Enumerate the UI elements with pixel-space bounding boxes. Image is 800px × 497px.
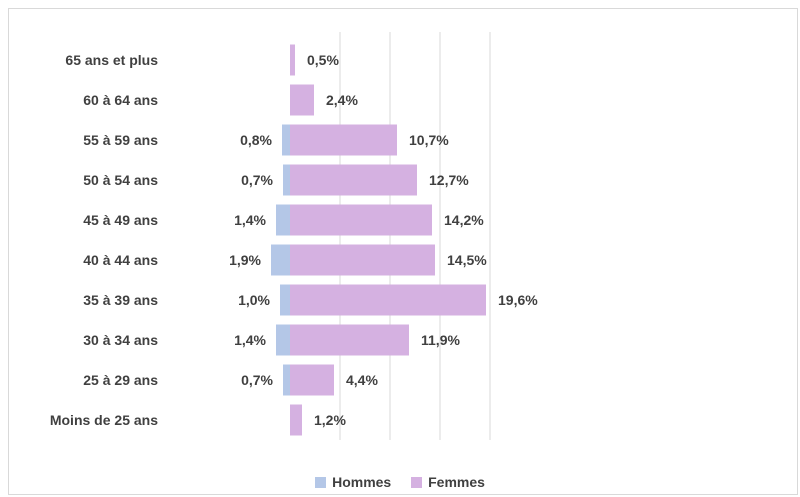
bar-femmes [290, 404, 302, 436]
data-label-femmes: 4,4% [346, 372, 378, 388]
data-label-hommes: 0,8% [240, 132, 272, 148]
legend-item-femmes: Femmes [411, 474, 485, 490]
data-label-femmes: 14,2% [444, 212, 484, 228]
bar-femmes [290, 44, 295, 76]
bar-hommes [276, 204, 290, 236]
category-label: 30 à 34 ans [83, 332, 158, 348]
data-label-femmes: 19,6% [498, 292, 538, 308]
data-label-femmes: 14,5% [447, 252, 487, 268]
legend-swatch-femmes [411, 476, 423, 488]
data-label-hommes: 0,7% [241, 172, 273, 188]
data-label-femmes: 0,5% [307, 52, 339, 68]
legend-label-hommes: Hommes [332, 474, 392, 490]
data-label-hommes: 1,0% [238, 292, 270, 308]
data-label-hommes: 1,4% [234, 332, 266, 348]
category-label: 40 à 44 ans [83, 252, 158, 268]
category-label: 35 à 39 ans [83, 292, 158, 308]
data-label-femmes: 11,9% [421, 332, 460, 348]
bar-hommes [283, 164, 290, 196]
category-label: 25 à 29 ans [83, 372, 158, 388]
bar-femmes [290, 124, 397, 156]
data-label-femmes: 10,7% [409, 132, 449, 148]
legend-item-hommes: Hommes [315, 474, 391, 490]
legend-label-femmes: Femmes [428, 474, 485, 490]
category-label: 60 à 64 ans [83, 92, 158, 108]
bar-hommes [271, 244, 290, 276]
bar-hommes [276, 324, 290, 356]
category-label: Moins de 25 ans [50, 412, 158, 428]
data-label-femmes: 2,4% [326, 92, 358, 108]
category-label: 65 ans et plus [65, 52, 158, 68]
bar-femmes [290, 364, 334, 396]
data-label-hommes: 1,9% [229, 252, 261, 268]
bar-femmes [290, 324, 409, 356]
bar-femmes [290, 204, 432, 236]
data-label-femmes: 1,2% [314, 412, 346, 428]
bar-femmes [290, 164, 417, 196]
data-label-hommes: 1,4% [234, 212, 266, 228]
bar-hommes [280, 284, 290, 316]
bar-femmes [290, 284, 486, 316]
bar-hommes [283, 364, 290, 396]
category-label: 55 à 59 ans [83, 132, 158, 148]
data-label-hommes: 0,7% [241, 372, 273, 388]
bar-femmes [290, 244, 435, 276]
bar-femmes [290, 84, 314, 116]
legend: Hommes Femmes [0, 474, 800, 491]
legend-swatch-hommes [315, 476, 327, 488]
chart-plot: Moins de 25 ans 1,2% 25 à 29 ans 0,7% 4,4% 30… [50, 32, 538, 440]
category-label: 50 à 54 ans [83, 172, 158, 188]
bar-hommes [282, 124, 290, 156]
category-label: 45 à 49 ans [83, 212, 158, 228]
data-label-femmes: 12,7% [429, 172, 469, 188]
